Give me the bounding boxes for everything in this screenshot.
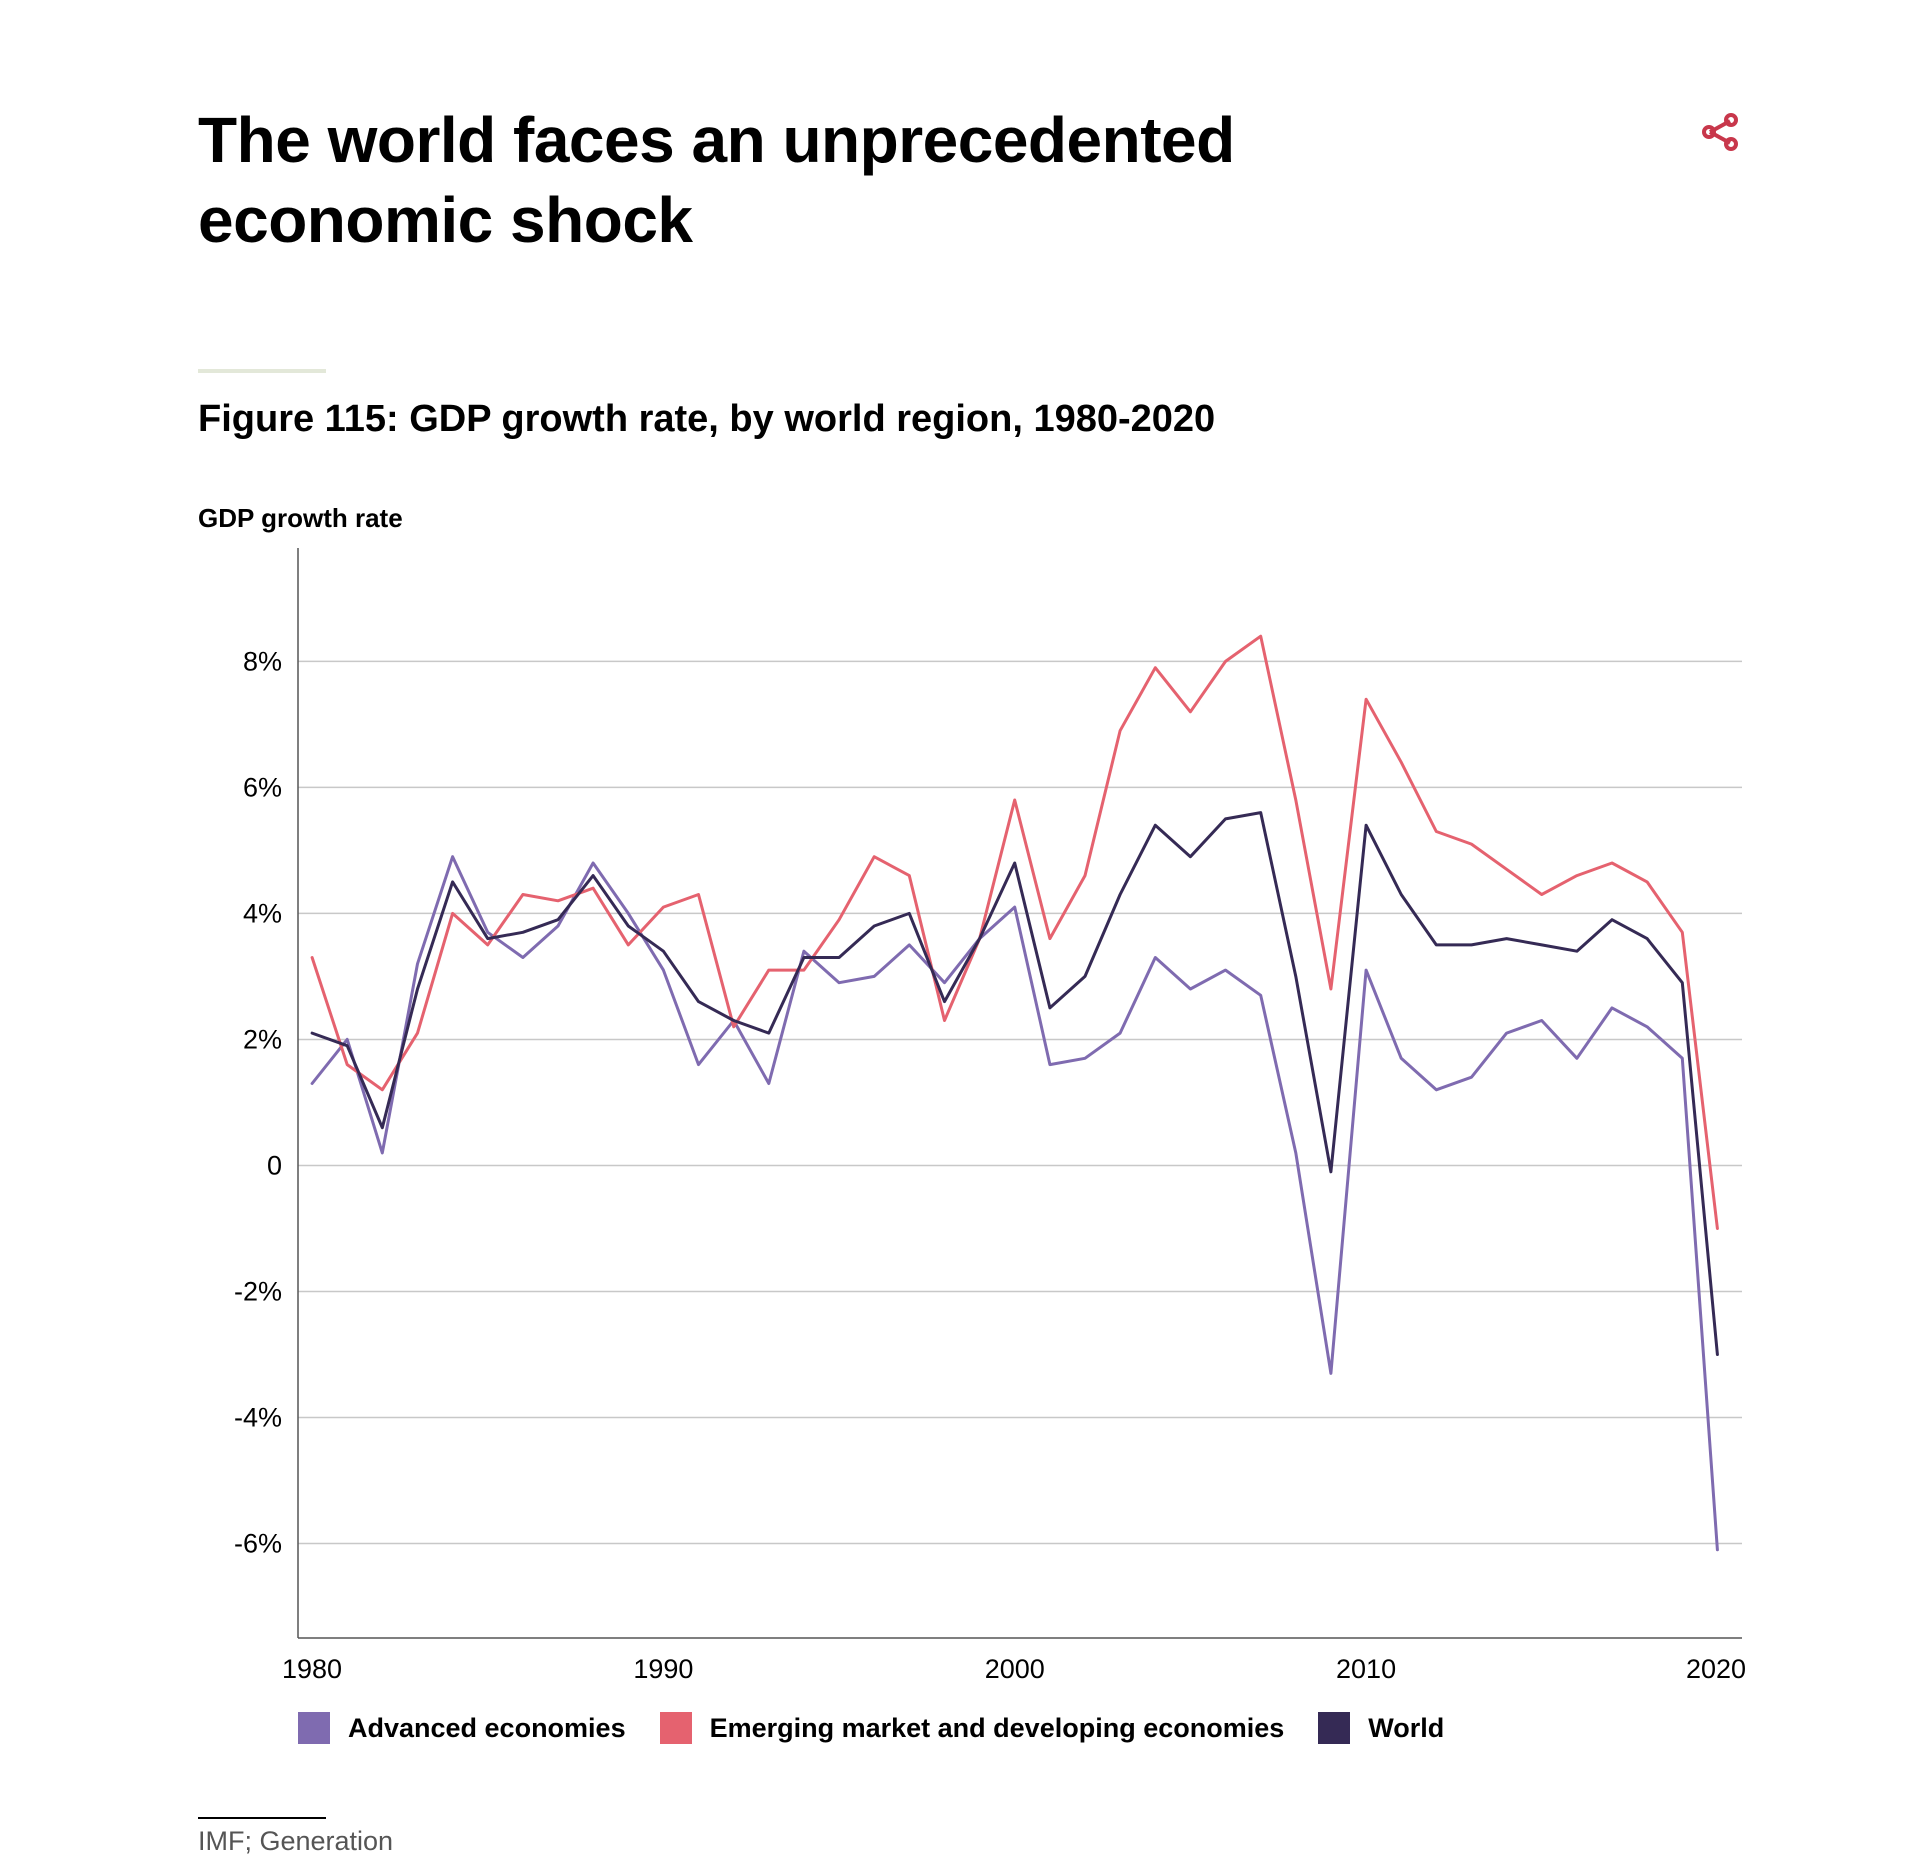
y-axis-title: GDP growth rate [198, 503, 403, 533]
source-note: IMF; Generation [198, 1826, 394, 1856]
y-tick-label: 4% [243, 898, 282, 928]
figure-title: Figure 115: GDP growth rate, by world re… [198, 398, 1216, 440]
y-tick-label: 6% [243, 772, 282, 802]
share-button[interactable] [1700, 112, 1740, 152]
y-tick-label: 2% [243, 1024, 282, 1054]
x-tick-label: 1990 [633, 1654, 693, 1684]
legend-swatch [659, 1712, 692, 1744]
legend-label: World [1368, 1712, 1445, 1743]
y-tick-label: 0 [267, 1150, 282, 1180]
page-title: The world faces an unprecedented economi… [198, 104, 1235, 256]
legend-swatch [298, 1712, 330, 1744]
x-tick-label: 2020 [1686, 1654, 1746, 1684]
x-tick-label: 2000 [985, 1654, 1045, 1684]
legend-label: Advanced economies [348, 1712, 626, 1743]
legend-item: World [1318, 1712, 1444, 1744]
legend-item: Emerging market and developing economies [659, 1712, 1285, 1744]
y-tick-label: 8% [243, 646, 282, 676]
source-divider [198, 1817, 326, 1819]
chart-legend: Advanced economies Emerging market and de… [298, 1712, 1478, 1744]
series-line [310, 855, 1719, 1552]
y-tick-label: -4% [234, 1402, 282, 1432]
line-chart: -6% -4% -2% 0 2% 4% 6% 8% 1980 1990 2000 2010 2020 [234, 548, 1746, 1684]
series-line [310, 634, 1719, 1230]
legend-swatch [1318, 1712, 1351, 1744]
x-tick-label: 1980 [282, 1654, 342, 1684]
series-line [310, 811, 1719, 1356]
x-tick-label: 2010 [1336, 1654, 1396, 1684]
y-tick-label: -6% [234, 1528, 282, 1558]
legend-label: Emerging market and developing economies [709, 1712, 1285, 1743]
section-divider [198, 369, 326, 373]
share-icon [1702, 113, 1738, 151]
legend-item: Advanced economies [298, 1712, 626, 1744]
y-tick-label: -2% [234, 1276, 282, 1306]
